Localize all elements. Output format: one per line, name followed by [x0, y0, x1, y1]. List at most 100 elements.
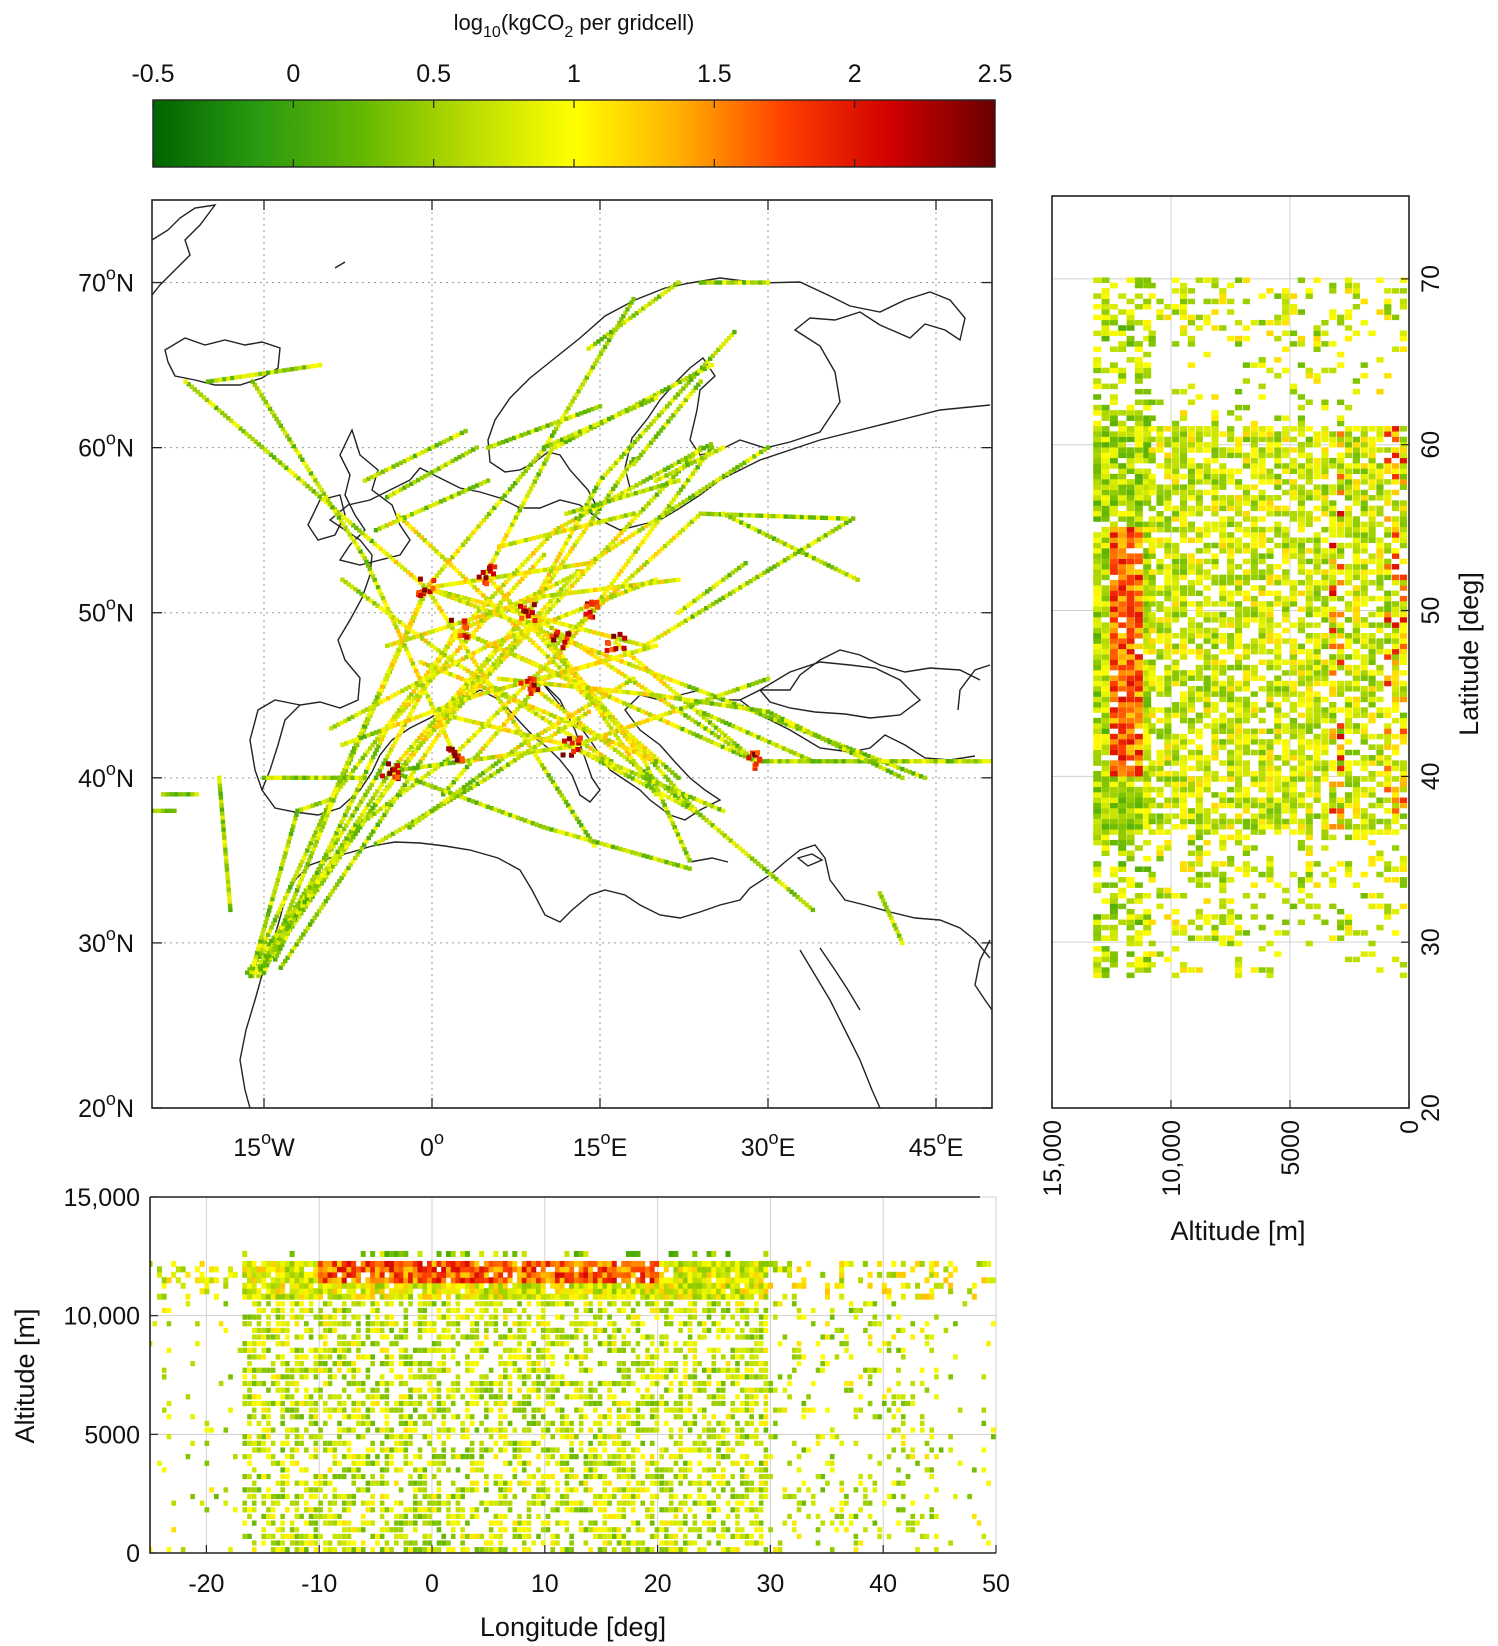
map-emission-cell [647, 782, 652, 787]
map-emission-cell [600, 519, 606, 524]
map-emission-cell [517, 508, 522, 513]
map-emission-cell [619, 568, 624, 574]
map-emission-cell [567, 520, 572, 525]
map-emission-cell [709, 696, 714, 701]
map-emission-cell [590, 601, 596, 607]
map-emission-cell [747, 513, 752, 518]
map-emission-cell [425, 749, 430, 754]
lat-alt-emission-cell [1126, 924, 1135, 931]
map-emission-cell [266, 951, 272, 956]
coastline-cyprus [796, 853, 824, 867]
map-emission-cell [525, 613, 531, 619]
map-emission-cell [502, 727, 508, 732]
map-emission-cell [400, 786, 405, 791]
map-emission-cell [721, 445, 726, 450]
map-emission-cell [666, 795, 671, 800]
map-emission-cell [676, 775, 681, 781]
map-emission-cell [512, 758, 518, 763]
map-emission-cell [553, 632, 559, 638]
map-emission-cell [637, 691, 643, 696]
map-emission-cell [471, 530, 476, 535]
map-emission-cell [456, 773, 462, 779]
map-emission-cell [609, 592, 614, 597]
map-emission-cell [161, 792, 166, 797]
map-emission-cell [387, 554, 393, 559]
map-emission-cell [518, 621, 523, 626]
map-emission-cell [621, 527, 627, 533]
map-emission-cell [685, 803, 691, 808]
map-emission-cell [355, 737, 360, 742]
lat-alt-emission-cell [1219, 935, 1227, 941]
map-emission-cell [412, 665, 417, 670]
lat-alt-emission-cell [1337, 935, 1345, 941]
map-emission-cell [395, 518, 400, 523]
map-emission-cell [622, 494, 627, 499]
lat-alt-emission-cell [1134, 940, 1143, 947]
map-emission-cell [510, 640, 515, 646]
map-emission-cell [540, 589, 546, 594]
map-emission-cell [360, 755, 365, 761]
map-emission-cell [841, 759, 846, 764]
lat-tick-number: 50 [78, 600, 106, 628]
map-emission-cell [258, 970, 263, 975]
map-emission-cell [630, 518, 635, 524]
map-emission-cell [612, 593, 618, 599]
map-emission-cell [596, 689, 601, 695]
map-emission-cell [285, 367, 291, 373]
map-emission-cell [644, 776, 649, 781]
map-emission-cell [282, 854, 287, 860]
degree-symbol: o [106, 594, 116, 614]
map-emission-cell [620, 730, 625, 736]
map-emission-cell [592, 843, 597, 848]
map-emission-cell [592, 654, 598, 659]
map-emission-cell [605, 545, 610, 550]
map-emission-cell [445, 796, 451, 802]
map-emission-cell [613, 460, 619, 466]
map-emission-cell [514, 751, 519, 757]
map-emission-cell [680, 791, 686, 797]
map-emission-cell [681, 484, 686, 489]
map-emission-cell [518, 598, 524, 604]
map-emission-cell [531, 749, 536, 755]
map-emission-cell [311, 877, 316, 883]
map-emission-cell [491, 661, 496, 667]
map-emission-cell [672, 479, 677, 484]
map-emission-cell [598, 501, 604, 506]
map-emission-cell [452, 651, 457, 656]
map-emission-cell [448, 699, 454, 704]
map-emission-cell [474, 693, 479, 698]
map-emission-cell [617, 739, 623, 744]
map-emission-cell [628, 678, 633, 683]
map-emission-cell [562, 412, 567, 418]
map-emission-cell [695, 710, 701, 715]
map-emission-cell [651, 554, 656, 559]
map-emission-cell [540, 629, 546, 634]
map-emission-cell [431, 502, 437, 507]
map-emission-cell [881, 898, 886, 903]
map-emission-cell [441, 612, 447, 617]
map-emission-cell [653, 434, 659, 439]
map-emission-cell [442, 799, 447, 804]
colorbar-tick-label: -0.5 [131, 60, 174, 88]
map-emission-cell [281, 775, 287, 781]
map-emission-cell [896, 773, 901, 779]
map-emission-cell [391, 464, 396, 469]
map-emission-cell [557, 829, 562, 834]
map-emission-cell [459, 756, 465, 762]
map-emission-cell [507, 599, 512, 604]
map-emission-cell [695, 810, 700, 815]
map-emission-cell [411, 689, 417, 694]
map-emission-cell [665, 810, 671, 815]
map-emission-cell [406, 513, 411, 519]
map-emission-cell [623, 673, 628, 679]
map-emission-cell [320, 824, 325, 829]
map-emission-cell [613, 536, 619, 541]
map-emission-cell [276, 873, 282, 879]
map-emission-cell [325, 870, 330, 875]
map-emission-cell [458, 791, 464, 797]
map-emission-cell [549, 575, 555, 581]
map-emission-cell [381, 761, 386, 766]
map-emission-cell [226, 883, 231, 889]
map-emission-cell [501, 685, 506, 691]
map-emission-cell [314, 775, 319, 781]
